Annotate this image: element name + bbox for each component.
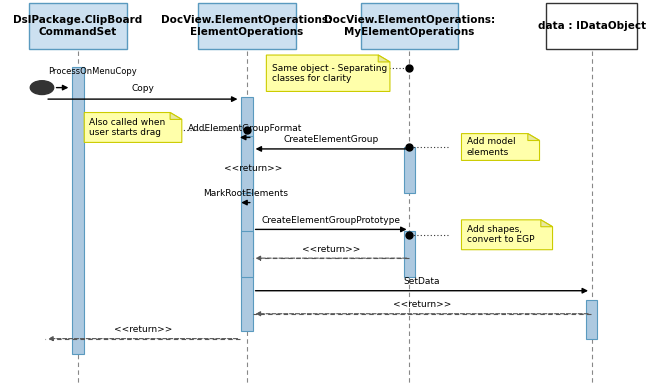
Text: Copy: Copy xyxy=(132,85,154,93)
Text: DslPackage.ClipBoard
CommandSet: DslPackage.ClipBoard CommandSet xyxy=(13,15,142,37)
Polygon shape xyxy=(85,113,182,142)
Text: DocView.ElementOperations:
MyElementOperations: DocView.ElementOperations: MyElementOper… xyxy=(324,15,495,37)
Text: data : IDataObject: data : IDataObject xyxy=(537,21,646,31)
Circle shape xyxy=(30,81,54,95)
Polygon shape xyxy=(528,134,539,141)
FancyBboxPatch shape xyxy=(72,66,84,354)
Text: Add shapes,
convert to EGP: Add shapes, convert to EGP xyxy=(467,225,534,244)
Text: SetData: SetData xyxy=(403,277,440,286)
FancyBboxPatch shape xyxy=(403,147,415,193)
Text: <<return>>: <<return>> xyxy=(113,325,172,334)
Polygon shape xyxy=(170,113,182,119)
Text: ProcessOnMenuCopy: ProcessOnMenuCopy xyxy=(48,67,138,76)
Text: <<return>>: <<return>> xyxy=(393,300,451,309)
FancyBboxPatch shape xyxy=(198,3,296,49)
FancyBboxPatch shape xyxy=(29,3,127,49)
Polygon shape xyxy=(378,55,390,62)
FancyBboxPatch shape xyxy=(241,231,253,277)
Text: Add model
elements: Add model elements xyxy=(467,137,515,157)
FancyBboxPatch shape xyxy=(546,3,637,49)
Text: CreateElementGroupPrototype: CreateElementGroupPrototype xyxy=(262,216,401,225)
Text: MarkRootElements: MarkRootElements xyxy=(203,189,288,198)
FancyBboxPatch shape xyxy=(403,231,415,277)
Text: <<return>>: <<return>> xyxy=(223,164,282,173)
Text: Also called when
user starts drag: Also called when user starts drag xyxy=(89,118,166,137)
Text: <<return>>: <<return>> xyxy=(302,245,360,254)
Text: Same object - Separating
classes for clarity: Same object - Separating classes for cla… xyxy=(272,64,386,83)
Text: DocView.ElementOperations:
ElementOperations: DocView.ElementOperations: ElementOperat… xyxy=(161,15,332,37)
FancyBboxPatch shape xyxy=(586,300,597,339)
Text: AddElementGroupFormat: AddElementGroupFormat xyxy=(188,124,302,133)
Polygon shape xyxy=(462,134,539,161)
FancyBboxPatch shape xyxy=(241,97,253,331)
Polygon shape xyxy=(266,55,390,91)
Polygon shape xyxy=(541,220,552,227)
FancyBboxPatch shape xyxy=(361,3,458,49)
FancyBboxPatch shape xyxy=(241,135,253,193)
Text: CreateElementGroup: CreateElementGroup xyxy=(283,135,378,144)
Polygon shape xyxy=(462,220,552,250)
